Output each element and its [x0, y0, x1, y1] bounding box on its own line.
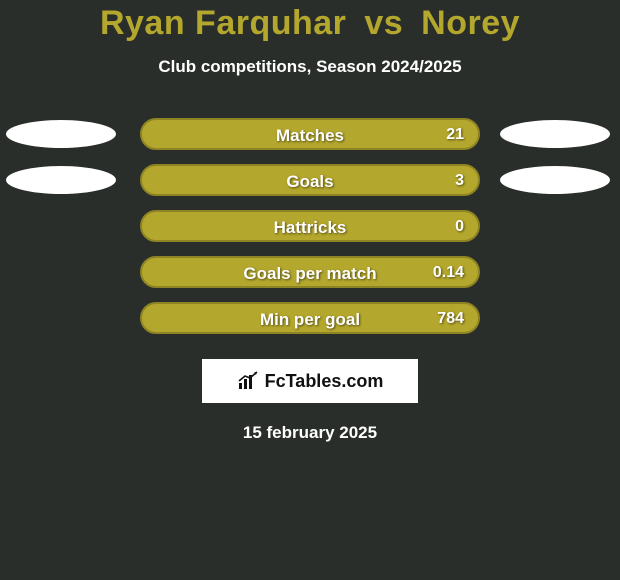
- brand-text: FcTables.com: [265, 371, 384, 392]
- stat-label: Hattricks: [142, 218, 478, 238]
- player-1-name: Ryan Farquhar: [100, 4, 346, 42]
- stat-label: Goals: [142, 172, 478, 192]
- date: 15 february 2025: [0, 423, 620, 443]
- stat-row: Goals3: [0, 157, 620, 203]
- stat-bar: Hattricks0: [140, 210, 480, 242]
- stat-bar: Matches21: [140, 118, 480, 150]
- vs-label: vs: [364, 4, 403, 42]
- stat-row: Min per goal784: [0, 295, 620, 341]
- stat-row: Goals per match0.14: [0, 249, 620, 295]
- brand: FcTables.com: [237, 371, 384, 392]
- stat-value: 3: [455, 172, 464, 190]
- stat-value: 784: [437, 310, 464, 328]
- stat-bar: Min per goal784: [140, 302, 480, 334]
- player-1-marker: [6, 120, 116, 148]
- brand-box: FcTables.com: [202, 359, 418, 403]
- stat-label: Goals per match: [142, 264, 478, 284]
- stat-bar: Goals3: [140, 164, 480, 196]
- stat-label: Matches: [142, 126, 478, 146]
- comparison-card: Ryan Farquhar vs Norey Club competitions…: [0, 0, 620, 580]
- stat-bar: Goals per match0.14: [140, 256, 480, 288]
- player-2-marker: [500, 120, 610, 148]
- stat-row: Hattricks0: [0, 203, 620, 249]
- page-title: Ryan Farquhar vs Norey: [0, 4, 620, 43]
- stat-value: 0.14: [433, 264, 464, 282]
- chart-icon: [237, 371, 259, 391]
- stat-value: 21: [446, 126, 464, 144]
- stat-row: Matches21: [0, 111, 620, 157]
- subtitle: Club competitions, Season 2024/2025: [0, 57, 620, 77]
- player-2-name: Norey: [421, 4, 520, 42]
- player-1-marker: [6, 166, 116, 194]
- stats-list: Matches21 Goals3 Hattricks0 Goals per match…: [0, 111, 620, 341]
- player-2-marker: [500, 166, 610, 194]
- stat-value: 0: [455, 218, 464, 236]
- stat-label: Min per goal: [142, 310, 478, 330]
